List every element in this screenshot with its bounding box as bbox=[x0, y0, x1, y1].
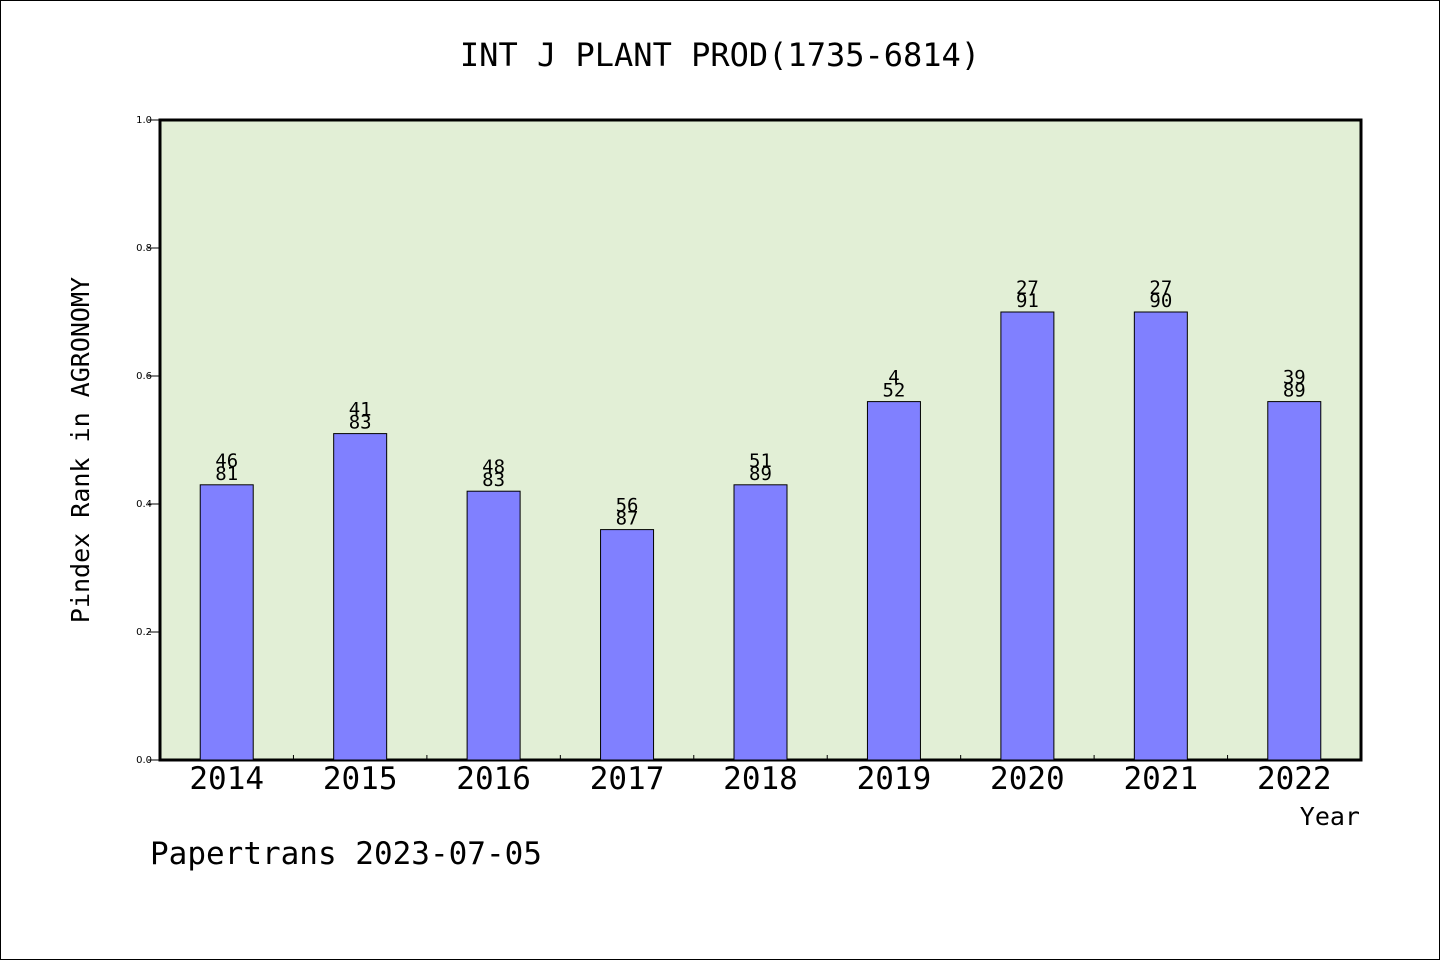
bar-label-top-2016: 48 bbox=[482, 456, 505, 478]
x-axis: 2014 2015 2016 2017 2018 2019 2020 2021 2022 bbox=[189, 755, 1332, 797]
y-tick-label: 0.0 bbox=[136, 755, 152, 766]
y-tick-label: 0.6 bbox=[136, 371, 152, 382]
bar-label-top-2018: 51 bbox=[749, 450, 772, 472]
x-axis-label: Year bbox=[1300, 802, 1360, 831]
bar-label-bottom-2015: 83 bbox=[349, 412, 372, 434]
bar-2020 bbox=[1000, 311, 1055, 761]
y-axis: 0.0 0.2 0.4 0.6 0.8 1.0 bbox=[136, 115, 160, 766]
bar-2017 bbox=[600, 529, 655, 761]
bar-label-bottom-2016: 83 bbox=[482, 469, 505, 491]
bar-label-bottom-2018: 89 bbox=[749, 463, 772, 485]
bar-label-top-2020: 27 bbox=[1016, 277, 1039, 299]
y-tick-label: 1.0 bbox=[136, 115, 152, 126]
bar-label-top-2022: 39 bbox=[1283, 367, 1306, 389]
bar-label-bottom-2022: 89 bbox=[1283, 380, 1306, 402]
x-tick-label-2021: 2021 bbox=[1124, 761, 1199, 797]
bar-2019 bbox=[866, 401, 921, 761]
x-tick-label-2020: 2020 bbox=[990, 761, 1065, 797]
bar-label-top-2014: 46 bbox=[215, 450, 238, 472]
bars-layer bbox=[199, 311, 1322, 761]
x-tick-label-2022: 2022 bbox=[1257, 761, 1332, 797]
bar-label-top-2017: 56 bbox=[616, 495, 639, 517]
bar-2014 bbox=[199, 484, 254, 761]
bar-label-bottom-2021: 90 bbox=[1149, 290, 1172, 312]
x-tick-label-2015: 2015 bbox=[323, 761, 398, 797]
x-tick-label-2017: 2017 bbox=[590, 761, 665, 797]
bar-2022 bbox=[1267, 401, 1322, 761]
x-tick-label-2019: 2019 bbox=[857, 761, 932, 797]
y-tick-label: 0.4 bbox=[136, 499, 152, 510]
bar-label-top-2021: 27 bbox=[1149, 277, 1172, 299]
footer-text: Papertrans 2023-07-05 bbox=[150, 836, 542, 872]
bar-label-top-2019: 4 bbox=[888, 367, 899, 389]
x-tick-label-2016: 2016 bbox=[456, 761, 531, 797]
bar-label-top-2015: 41 bbox=[349, 399, 372, 421]
bar-label-bottom-2020: 91 bbox=[1016, 290, 1039, 312]
x-tick-label-2014: 2014 bbox=[189, 761, 264, 797]
bar-label-bottom-2017: 87 bbox=[616, 508, 639, 530]
chart-title: INT J PLANT PROD(1735-6814) bbox=[460, 36, 980, 74]
y-tick-label: 0.8 bbox=[136, 243, 152, 254]
bar-2021 bbox=[1133, 311, 1188, 761]
bar-2016 bbox=[466, 490, 521, 761]
bar-label-bottom-2014: 81 bbox=[215, 463, 238, 485]
y-tick-label: 0.2 bbox=[136, 627, 152, 638]
bar-2015 bbox=[333, 433, 388, 761]
bar-label-bottom-2019: 52 bbox=[882, 380, 905, 402]
x-tick-label-2018: 2018 bbox=[723, 761, 798, 797]
bar-2018 bbox=[733, 484, 788, 761]
y-axis-label: Pindex Rank in AGRONOMY bbox=[66, 277, 95, 623]
